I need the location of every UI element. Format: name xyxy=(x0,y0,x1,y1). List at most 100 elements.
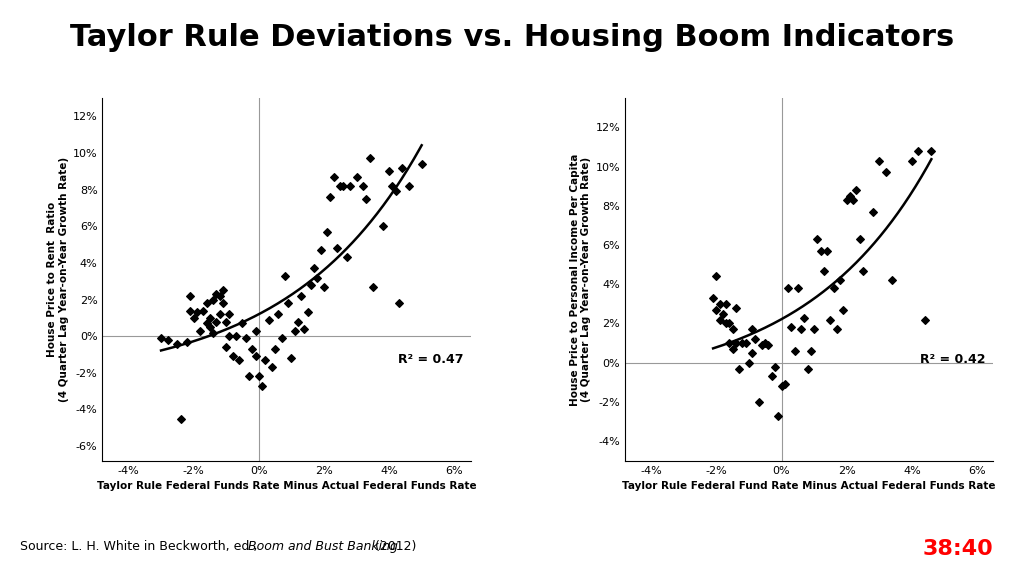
Point xyxy=(221,332,238,341)
Point xyxy=(212,291,228,301)
Text: Source: L. H. White in Beckworth, ed.,: Source: L. H. White in Beckworth, ed., xyxy=(20,540,262,553)
Point xyxy=(751,397,767,407)
Point xyxy=(394,163,411,172)
Point xyxy=(179,337,196,346)
Point xyxy=(267,344,284,354)
Point xyxy=(196,306,212,315)
Point xyxy=(767,362,783,372)
Point xyxy=(280,298,296,308)
Text: 38:40: 38:40 xyxy=(923,539,993,559)
Point xyxy=(709,305,725,314)
Point xyxy=(414,160,430,169)
Point xyxy=(734,339,751,348)
Point xyxy=(254,381,270,391)
Point xyxy=(871,156,888,165)
Point xyxy=(251,372,267,381)
Point xyxy=(715,309,731,319)
Point xyxy=(182,306,199,315)
Point xyxy=(728,303,744,312)
Point xyxy=(208,317,224,326)
Point xyxy=(773,382,790,391)
Point xyxy=(724,344,740,354)
Point xyxy=(287,326,303,335)
Point xyxy=(365,282,381,291)
Point xyxy=(319,227,336,236)
Point xyxy=(342,181,358,191)
Point xyxy=(916,315,933,324)
Y-axis label: House Price to Personal Income Per Capita
(4 Quarter Lag Year-on-Year Growth Rat: House Price to Personal Income Per Capit… xyxy=(569,153,592,406)
Point xyxy=(796,313,812,322)
Point xyxy=(760,340,776,350)
Point xyxy=(400,181,417,191)
Point xyxy=(270,309,287,319)
Point xyxy=(303,281,319,290)
Point xyxy=(381,166,397,176)
Point xyxy=(757,339,773,348)
Point xyxy=(721,319,737,328)
Point xyxy=(839,195,855,204)
Point xyxy=(754,340,770,350)
Point xyxy=(172,414,188,423)
Point xyxy=(816,266,833,275)
Text: Taylor Rule Deviations vs. Housing Boom Indicators: Taylor Rule Deviations vs. Housing Boom … xyxy=(70,23,954,52)
Point xyxy=(224,352,241,361)
Point xyxy=(724,325,740,334)
Point xyxy=(312,245,329,255)
Point xyxy=(212,309,228,319)
Point xyxy=(227,332,244,341)
Point xyxy=(202,313,218,323)
Point xyxy=(205,295,221,304)
Point xyxy=(185,313,202,323)
Point xyxy=(335,181,351,191)
Point xyxy=(215,286,231,295)
Point xyxy=(728,339,744,348)
Point xyxy=(248,326,264,335)
Point xyxy=(825,283,842,293)
Point xyxy=(831,276,848,285)
Point xyxy=(718,300,734,309)
Point xyxy=(326,172,342,181)
Point xyxy=(205,328,221,337)
Point xyxy=(375,222,391,231)
Point xyxy=(384,181,400,191)
Point xyxy=(329,244,345,253)
Point xyxy=(806,325,822,334)
Point xyxy=(244,344,260,354)
Point xyxy=(721,339,737,348)
Point xyxy=(284,354,300,363)
Point xyxy=(355,181,372,191)
Point xyxy=(709,272,725,281)
Point xyxy=(718,319,734,328)
Point xyxy=(234,319,251,328)
Point xyxy=(822,315,839,324)
Point xyxy=(740,358,757,367)
Point xyxy=(218,317,234,326)
Point xyxy=(309,273,326,282)
Point xyxy=(208,289,224,298)
Point xyxy=(387,187,403,196)
Point xyxy=(748,335,764,344)
Point xyxy=(215,298,231,308)
Point xyxy=(361,154,378,163)
Point xyxy=(160,335,176,344)
Point xyxy=(241,372,257,381)
Point xyxy=(812,247,828,256)
Text: R² = 0.42: R² = 0.42 xyxy=(921,354,986,366)
Point xyxy=(731,364,748,373)
Point xyxy=(218,343,234,352)
Point xyxy=(848,185,864,195)
Point xyxy=(776,380,793,389)
Point xyxy=(358,194,375,203)
Point xyxy=(299,308,315,317)
Point xyxy=(191,326,208,335)
Point xyxy=(332,181,348,191)
Point xyxy=(712,315,728,324)
X-axis label: Taylor Rule Federal Funds Rate Minus Actual Federal Funds Rate: Taylor Rule Federal Funds Rate Minus Act… xyxy=(96,481,476,491)
Point xyxy=(238,334,254,343)
Point xyxy=(306,264,323,273)
Point xyxy=(705,293,721,302)
Point xyxy=(924,146,940,156)
Point xyxy=(790,283,806,293)
Point xyxy=(290,317,306,326)
Point xyxy=(323,192,339,202)
